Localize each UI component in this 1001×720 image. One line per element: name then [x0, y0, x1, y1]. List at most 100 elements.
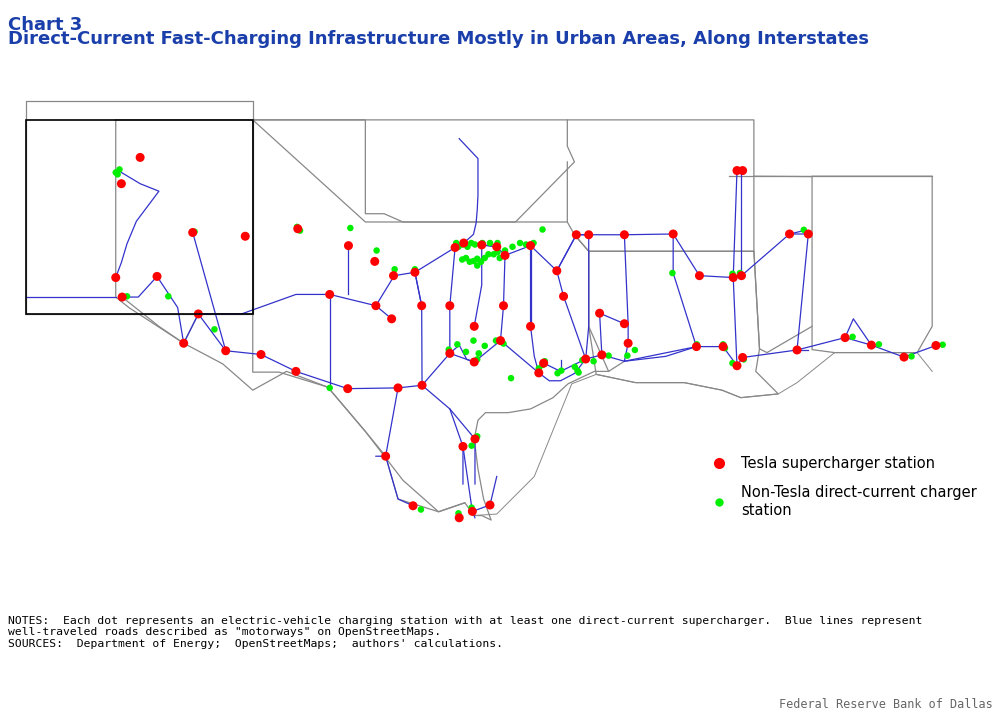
Point — [339, 383, 355, 395]
Point — [715, 341, 731, 352]
Point — [448, 238, 464, 249]
Point — [469, 431, 485, 442]
Point — [108, 271, 124, 283]
Point — [465, 335, 481, 346]
Point — [488, 241, 505, 253]
Point — [800, 228, 816, 240]
Point — [554, 365, 570, 377]
Point — [110, 168, 126, 180]
Point — [190, 308, 206, 320]
Point — [473, 239, 489, 251]
Point — [734, 270, 750, 282]
Point — [406, 266, 422, 278]
Point — [447, 242, 463, 253]
Point — [450, 241, 466, 253]
Point — [469, 260, 485, 271]
Point — [620, 350, 636, 361]
Point — [342, 222, 358, 234]
Point — [108, 166, 124, 178]
Point — [440, 344, 456, 356]
Point — [523, 240, 539, 251]
Point — [505, 241, 521, 253]
Point — [218, 345, 234, 356]
Point — [729, 360, 745, 372]
Point — [571, 366, 587, 378]
Text: Federal Reserve Bank of Dallas: Federal Reserve Bank of Dallas — [779, 698, 993, 711]
Point — [186, 226, 202, 238]
Point — [535, 224, 551, 235]
Point — [288, 366, 304, 377]
Point — [114, 292, 130, 303]
Point — [904, 351, 920, 362]
Point — [488, 335, 505, 346]
Point — [789, 344, 805, 356]
Point — [575, 354, 591, 366]
Point — [495, 338, 512, 349]
Point — [617, 229, 633, 240]
Point — [531, 367, 547, 379]
Point — [465, 256, 481, 267]
Point — [119, 291, 135, 302]
Point — [485, 248, 502, 260]
Point — [406, 264, 422, 275]
Point — [289, 221, 305, 233]
Point — [497, 245, 514, 256]
Point — [491, 252, 508, 264]
Point — [621, 338, 637, 349]
Point — [736, 354, 752, 365]
Point — [519, 239, 535, 251]
Point — [864, 339, 880, 351]
Point — [549, 265, 565, 276]
Point — [837, 332, 853, 343]
Point — [489, 238, 506, 249]
Text: Chart 3: Chart 3 — [8, 16, 82, 34]
Point — [513, 238, 529, 249]
Point — [666, 228, 682, 240]
Point — [455, 238, 471, 249]
Point — [366, 256, 382, 267]
Point — [413, 300, 429, 312]
Point — [149, 271, 165, 282]
Point — [237, 230, 253, 242]
Point — [935, 339, 951, 351]
Point — [463, 502, 479, 513]
Point — [601, 350, 617, 361]
Point — [570, 365, 586, 377]
Point — [454, 239, 470, 251]
Point — [928, 340, 944, 351]
Point — [523, 320, 539, 332]
Bar — [26, 120, 253, 314]
Point — [567, 361, 583, 373]
Point — [253, 348, 269, 360]
Point — [735, 352, 751, 364]
Point — [476, 252, 492, 264]
Point — [586, 356, 602, 367]
Point — [715, 338, 731, 350]
Point — [441, 348, 457, 359]
Point — [321, 382, 337, 394]
Point — [454, 253, 470, 265]
Point — [290, 223, 306, 235]
Point — [413, 504, 429, 516]
Point — [321, 289, 337, 300]
Point — [536, 357, 552, 369]
Point — [185, 227, 201, 238]
Point — [466, 320, 482, 332]
Point — [665, 267, 681, 279]
Point — [556, 291, 572, 302]
Point — [469, 354, 485, 365]
Point — [796, 224, 812, 235]
Point — [405, 500, 421, 511]
Point — [531, 363, 547, 374]
Point — [449, 338, 465, 350]
Point — [497, 250, 514, 261]
Point — [627, 344, 643, 356]
Point — [441, 300, 457, 312]
Point — [132, 152, 148, 163]
Point — [480, 248, 496, 260]
Point — [578, 354, 594, 365]
Point — [732, 267, 748, 279]
Point — [459, 241, 475, 253]
Point — [692, 270, 708, 282]
Point — [292, 225, 308, 236]
